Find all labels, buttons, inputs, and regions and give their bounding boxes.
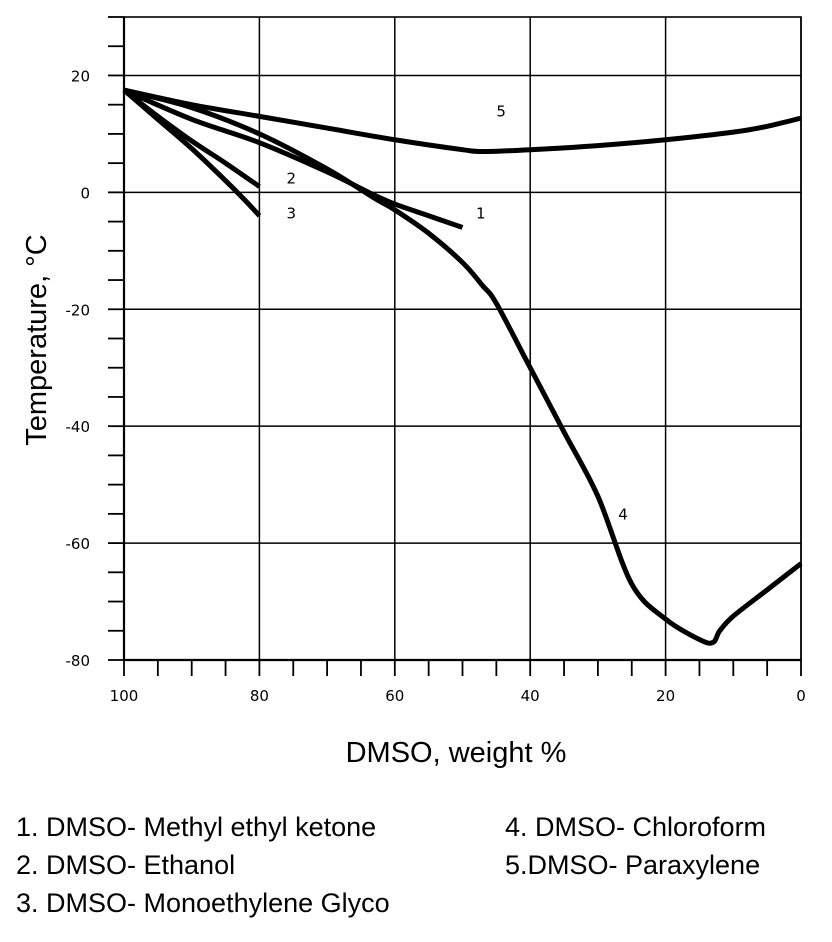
series-label-1: 1 [476, 205, 486, 223]
y-axis-label: Temperature, °C [21, 234, 53, 445]
x-tick-label: 80 [250, 687, 269, 705]
series-lines [122, 87, 803, 646]
series-label-3: 3 [286, 205, 296, 223]
x-axis-label: DMSO, weight % [346, 737, 567, 769]
y-tick-label: -80 [66, 652, 91, 670]
legend-item: 2. DMSO- Ethanol [16, 850, 236, 880]
series-line-5 [123, 87, 802, 154]
legend-item: 1. DMSO- Methyl ethyl ketone [16, 812, 377, 842]
grid [122, 16, 802, 662]
axis-ticks [108, 16, 802, 676]
y-tick-label: -60 [66, 535, 91, 553]
x-tick-label: 60 [385, 687, 404, 705]
x-tick-label: 100 [110, 687, 139, 705]
legend-column-2: 4. DMSO- Chloroform 5.DMSO- Paraxylene [505, 808, 766, 884]
series-label-2: 2 [286, 170, 296, 188]
x-tick-label: 0 [796, 687, 806, 705]
chart: 20 0 -20 -40 -60 -80 100 80 60 40 20 0 1 2 3 4 5 DMSO, … [21, 16, 806, 769]
series-line-3 [122, 88, 262, 218]
y-tick-label: -40 [66, 418, 91, 436]
legend-item: 4. DMSO- Chloroform [505, 812, 767, 842]
legend-column-1: 1. DMSO- Methyl ethyl ketone 2. DMSO- Et… [16, 808, 390, 922]
legend-item: 3. DMSO- Monoethylene Glyco [16, 888, 390, 918]
y-tick-label: 0 [80, 184, 90, 202]
y-tick-label: 20 [71, 67, 90, 85]
x-tick-label: 40 [521, 687, 540, 705]
x-tick-label: 20 [656, 687, 675, 705]
series-labels: 1 2 3 4 5 [286, 102, 627, 523]
plot-frame [123, 16, 802, 661]
series-label-4: 4 [618, 506, 628, 524]
series-label-5: 5 [496, 102, 506, 120]
y-tick-label: -20 [66, 301, 91, 319]
legend-item: 5.DMSO- Paraxylene [505, 850, 761, 880]
series-line-4 [123, 87, 803, 646]
tick-labels: 20 0 -20 -40 -60 -80 100 80 60 40 20 0 [66, 67, 806, 705]
